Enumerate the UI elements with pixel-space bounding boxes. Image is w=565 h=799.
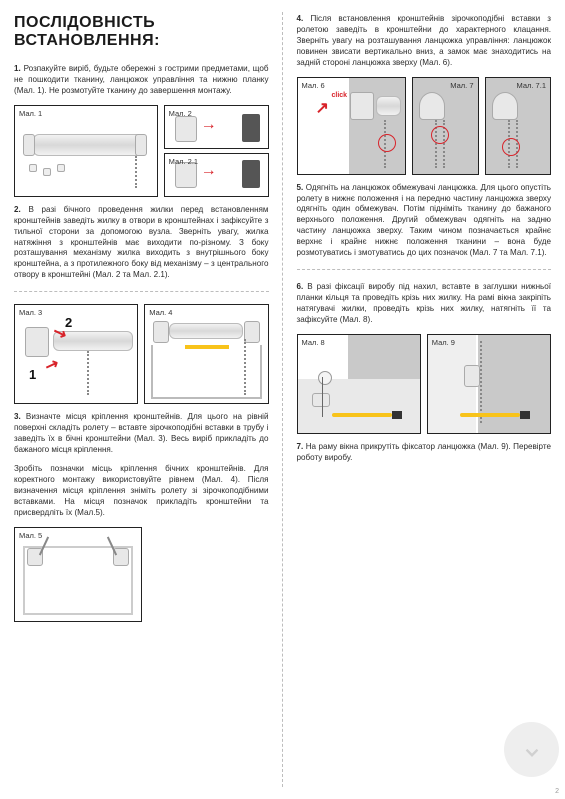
step-number-7: 7. xyxy=(297,442,304,451)
paragraph-1: 1. Розпакуйте виріб, будьте обережні з г… xyxy=(14,64,269,97)
divider-h-left xyxy=(14,291,269,292)
arrow-num-1: 1 xyxy=(29,367,36,382)
p6-text: В разі фіксації виробу під нахил, вставт… xyxy=(297,282,552,324)
left-column: ПОСЛІДОВНІСТЬ ВСТАНОВЛЕННЯ: 1. Розпакуйт… xyxy=(0,0,283,799)
figure-row-5: Мал. 8 Мал. 9 xyxy=(297,334,552,434)
paragraph-7: 7. На раму вікна прикрутіть фіксатор лан… xyxy=(297,442,552,464)
figure-row-4: Мал. 6 ↗ click Мал. 7 Мал. 7.1 xyxy=(297,77,552,175)
fig3-label: Мал. 3 xyxy=(19,308,42,317)
step-number-4: 4. xyxy=(297,14,304,23)
paragraph-5: 5. Одягніть на ланцюжок обмежувачі ланцю… xyxy=(297,183,552,259)
arrow-num-2: 2 xyxy=(65,315,72,330)
vertical-divider xyxy=(282,12,283,787)
paragraph-2: 2. В разі бічного проведення жилки перед… xyxy=(14,205,269,281)
paragraph-3b: Зробіть позначки місць кріплення бічних … xyxy=(14,464,269,519)
fig9-label: Мал. 9 xyxy=(432,338,455,347)
fig6-label: Мал. 6 xyxy=(302,81,325,90)
step-number-6: 6. xyxy=(297,282,304,291)
figure-2: Мал. 2 → xyxy=(164,105,269,149)
page-title: ПОСЛІДОВНІСТЬ ВСТАНОВЛЕННЯ: xyxy=(14,14,269,50)
figure-row-2: Мал. 3 ↘ ↗ 2 1 Мал. 4 xyxy=(14,304,269,404)
fig8-label: Мал. 8 xyxy=(302,338,325,347)
figure-7-1: Мал. 7.1 xyxy=(485,77,552,175)
figure-4: Мал. 4 xyxy=(144,304,268,404)
fig2-label: Мал. 2 xyxy=(169,109,192,118)
fig4-label: Мал. 4 xyxy=(149,308,172,317)
figure-7: Мал. 7 xyxy=(412,77,479,175)
paragraph-3a: 3. Визначте місця кріплення кронштейнів.… xyxy=(14,412,269,456)
p5-text: Одягніть на ланцюжок обмежувачі ланцюжка… xyxy=(297,183,552,258)
figure-8: Мал. 8 xyxy=(297,334,421,434)
page-number: 2 xyxy=(555,788,559,795)
fig21-label: Мал. 2.1 xyxy=(169,157,198,166)
p2-text: В разі бічного проведення жилки перед вс… xyxy=(14,205,269,280)
click-label: click xyxy=(332,92,348,99)
figure-1: Мал. 1 xyxy=(14,105,158,197)
p7-text: На раму вікна прикрутіть фіксатор ланцюж… xyxy=(297,442,552,462)
figure-5: Мал. 5 xyxy=(14,527,142,622)
step-number-2: 2. xyxy=(14,205,21,214)
divider-h-right xyxy=(297,269,552,270)
p4-text: Після встановлення кронштейнів зірочкопо… xyxy=(297,14,552,67)
fig5-label: Мал. 5 xyxy=(19,531,42,540)
fig71-label: Мал. 7.1 xyxy=(517,81,546,90)
paragraph-4: 4. Після встановлення кронштейнів зірочк… xyxy=(297,14,552,69)
figure-2-1: Мал. 2.1 → xyxy=(164,153,269,197)
paragraph-6: 6. В разі фіксації виробу під нахил, вст… xyxy=(297,282,552,326)
figure-row-3: Мал. 5 xyxy=(14,527,269,622)
p1-text: Розпакуйте виріб, будьте обережні з гост… xyxy=(14,64,269,95)
p3a-text: Визначте місця кріплення кронштейнів. Дл… xyxy=(14,412,269,454)
figure-3: Мал. 3 ↘ ↗ 2 1 xyxy=(14,304,138,404)
right-column: 4. Після встановлення кронштейнів зірочк… xyxy=(283,0,565,799)
watermark-icon xyxy=(504,722,559,777)
figure-row-1: Мал. 1 Мал. 2 → Мал. 2.1 xyxy=(14,105,269,197)
fig7-label: Мал. 7 xyxy=(450,81,473,90)
figure-6: Мал. 6 ↗ click xyxy=(297,77,407,175)
step-number-1: 1. xyxy=(14,64,21,73)
fig1-label: Мал. 1 xyxy=(19,109,42,118)
step-number-3: 3. xyxy=(14,412,21,421)
figure-9: Мал. 9 xyxy=(427,334,551,434)
step-number-5: 5. xyxy=(297,183,304,192)
